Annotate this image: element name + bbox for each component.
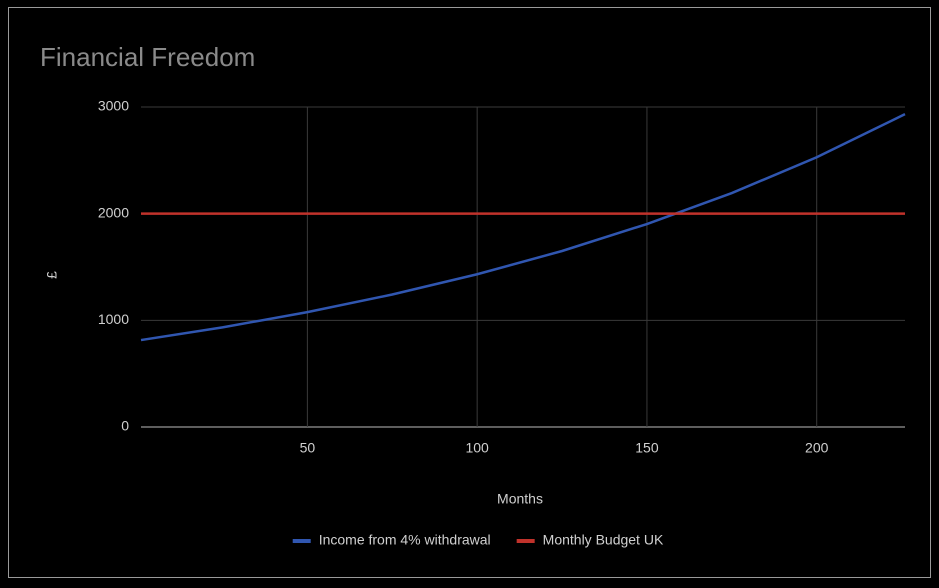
- series-line: [140, 113, 906, 342]
- legend: Income from 4% withdrawal Monthly Budget …: [292, 532, 664, 548]
- legend-label: Monthly Budget UK: [543, 532, 664, 548]
- x-tick-label: 200: [805, 440, 829, 456]
- chart-frame: [8, 7, 931, 578]
- chart-title: Financial Freedom: [40, 42, 255, 72]
- y-tick-label: 1000: [98, 311, 129, 327]
- x-tick-label: 150: [635, 440, 659, 456]
- x-tick-label: 100: [465, 440, 489, 456]
- legend-label: Income from 4% withdrawal: [319, 532, 491, 548]
- y-axis-title: £: [44, 271, 60, 279]
- plot-lines: [140, 113, 906, 342]
- y-tick-label: 2000: [98, 204, 129, 220]
- x-tick-label: 50: [300, 440, 316, 456]
- y-tick-label: 0: [121, 418, 129, 434]
- y-tick-label: 3000: [98, 98, 129, 114]
- x-axis-title: Months: [497, 491, 543, 507]
